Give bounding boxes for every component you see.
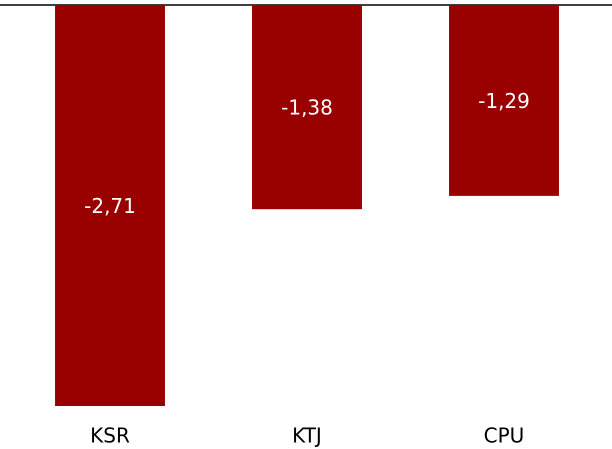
value-label: -1,38 <box>281 96 333 120</box>
bar <box>55 5 165 406</box>
bar <box>449 5 559 196</box>
value-label: -1,29 <box>478 89 530 113</box>
bar <box>252 5 362 210</box>
x-tick-label: KTJ <box>292 424 322 448</box>
x-tick-label: CPU <box>484 424 525 448</box>
x-tick-label: KSR <box>90 424 130 448</box>
value-label: -2,71 <box>84 194 136 218</box>
